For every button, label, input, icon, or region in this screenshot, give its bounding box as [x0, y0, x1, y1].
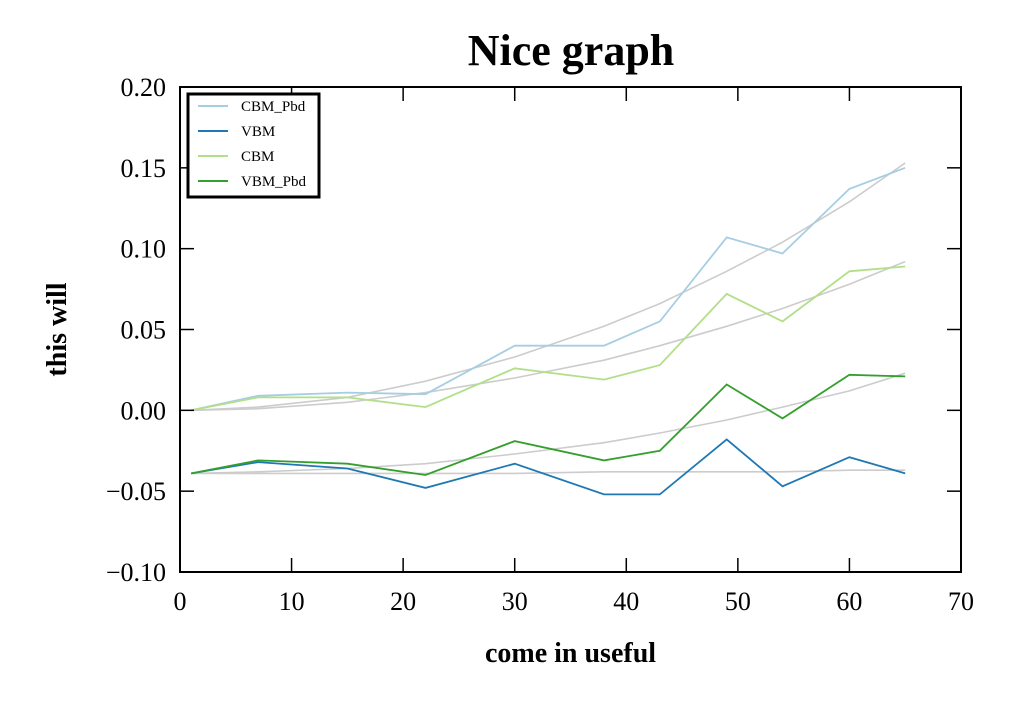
- legend-label-vbm-pbd: VBM_Pbd: [241, 174, 307, 190]
- y-axis-label: this will: [42, 282, 73, 376]
- x-tick-label: 60: [836, 587, 862, 616]
- fit-curve-3: [191, 372, 906, 475]
- x-axis-label: come in useful: [485, 638, 656, 669]
- legend-label-vbm: VBM: [241, 124, 275, 140]
- x-tick-label: 40: [613, 587, 639, 616]
- y-tick-label: 0.10: [121, 235, 167, 264]
- series-line-cbm: [191, 265, 906, 412]
- y-tick-label: −0.05: [106, 477, 166, 506]
- y-tick-label: 0.05: [121, 316, 167, 345]
- data-series: [191, 166, 906, 496]
- y-tick-label: −0.10: [106, 558, 166, 587]
- fit-curve-4: [191, 469, 906, 475]
- legend-label-cbm: CBM: [241, 149, 274, 165]
- chart-title: Nice graph: [468, 26, 675, 75]
- legend-box: [186, 92, 321, 199]
- series-line-cbm-pbd: [191, 166, 906, 412]
- x-tick-label: 10: [279, 587, 305, 616]
- x-tick-label: 30: [502, 587, 528, 616]
- x-tick-label: 20: [390, 587, 416, 616]
- legend: CBM_Pbd VBM CBM VBM_Pbd: [186, 92, 321, 199]
- x-tick-label: 50: [725, 587, 751, 616]
- y-tick-label: 0.15: [121, 154, 167, 183]
- axis-ticks: 0 10 20 30 40 50 60 70 −0.10 −0.05 0.00 0.05 0.10 0.1…: [106, 73, 974, 616]
- legend-label-cbm-pbd: CBM_Pbd: [241, 99, 306, 115]
- fit-curves: [191, 162, 906, 475]
- x-tick-label: 0: [174, 587, 187, 616]
- y-tick-label: 0.00: [121, 396, 167, 425]
- fit-curve-1: [191, 162, 906, 412]
- series-line-vbm-pbd: [191, 373, 906, 476]
- x-tick-label: 70: [948, 587, 974, 616]
- series-line-vbm: [191, 438, 906, 496]
- fit-curve-2: [191, 260, 906, 412]
- y-tick-label: 0.20: [121, 73, 167, 102]
